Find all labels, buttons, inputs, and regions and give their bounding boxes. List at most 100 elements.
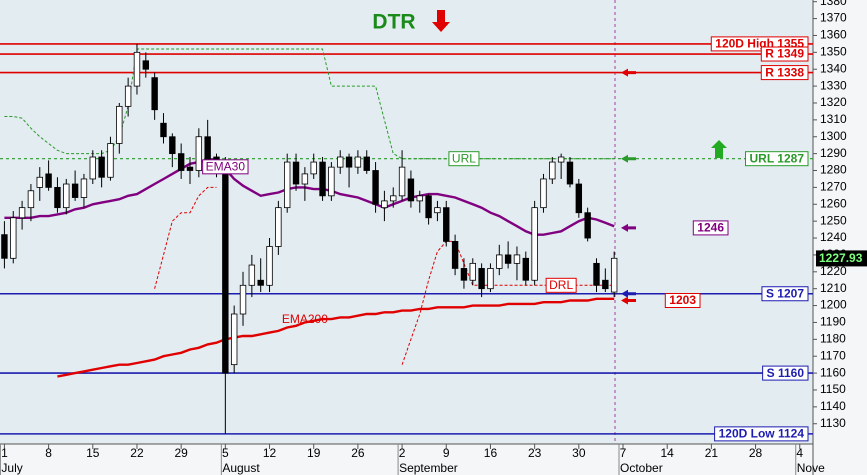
candle-body bbox=[177, 153, 185, 171]
y-tick-label: 1160 bbox=[820, 365, 846, 379]
series-label-box bbox=[448, 151, 480, 167]
level-label-text: 1203 bbox=[669, 293, 696, 307]
level-label-box bbox=[761, 286, 809, 302]
series-line bbox=[4, 157, 615, 236]
y-tick-label: 1340 bbox=[820, 61, 847, 75]
plot-background bbox=[0, 0, 813, 444]
y-tick-label: 1240 bbox=[820, 230, 847, 244]
up-arrow bbox=[711, 140, 727, 158]
level-arrow bbox=[621, 154, 636, 163]
level-label-box bbox=[760, 65, 809, 81]
level-label-text: S 1207 bbox=[766, 286, 804, 300]
x-tick-label: 29 bbox=[174, 446, 188, 460]
y-tick-label: 1330 bbox=[820, 78, 847, 92]
level-label: URL 1287 bbox=[745, 151, 809, 167]
candle-body bbox=[443, 207, 450, 242]
x-tick-label: 19 bbox=[307, 446, 321, 460]
candle-body bbox=[531, 207, 538, 281]
candle-body bbox=[328, 166, 335, 197]
series-line bbox=[57, 297, 615, 378]
candle-body bbox=[239, 284, 247, 315]
candle-body bbox=[18, 207, 26, 219]
candle-body bbox=[310, 161, 317, 175]
level-label-box bbox=[760, 46, 809, 62]
candle-body bbox=[63, 183, 70, 209]
candle-body bbox=[504, 254, 512, 264]
candle-body bbox=[487, 268, 494, 290]
y-tick-label: 1370 bbox=[820, 11, 847, 25]
level-label: R 1338 bbox=[760, 65, 809, 81]
y-tick-label: 1350 bbox=[820, 45, 847, 59]
candle-body bbox=[363, 156, 370, 171]
candle-body bbox=[169, 136, 176, 155]
candle-body bbox=[575, 183, 583, 214]
candle-body bbox=[593, 262, 600, 286]
level-label: S 1160 bbox=[762, 365, 809, 381]
candle-body bbox=[195, 136, 203, 171]
level-label-text: 1246 bbox=[697, 221, 724, 235]
candle-body bbox=[390, 195, 397, 202]
candle-body bbox=[98, 156, 105, 178]
x-tick-label: 15 bbox=[86, 446, 100, 460]
candle-body bbox=[160, 122, 167, 138]
candle-body bbox=[434, 207, 441, 214]
series-label-text: URL bbox=[452, 151, 476, 165]
candle-body bbox=[151, 77, 158, 111]
candle-body bbox=[71, 183, 79, 198]
x-tick-label: 7 bbox=[620, 446, 627, 460]
level-label: 120D Low 1124 bbox=[714, 426, 809, 442]
candle-body bbox=[337, 156, 344, 168]
series-label: EMA30 bbox=[202, 159, 249, 175]
y-tick-label: 1360 bbox=[820, 28, 847, 42]
level-label-text: R 1338 bbox=[765, 65, 804, 79]
y-axis-background bbox=[813, 0, 867, 475]
candle-body bbox=[301, 173, 309, 185]
series-line bbox=[4, 48, 615, 160]
series-label-box bbox=[202, 159, 249, 175]
x-tick-label: 16 bbox=[484, 446, 498, 460]
series-label: DRL bbox=[545, 277, 577, 293]
y-tick-label: 1300 bbox=[820, 129, 847, 143]
x-tick-label: 4 bbox=[796, 446, 803, 460]
candle-body bbox=[319, 161, 326, 197]
y-tick-label: 1270 bbox=[820, 180, 847, 194]
y-tick-label: 1170 bbox=[820, 348, 846, 362]
candles bbox=[1, 43, 618, 434]
candle-body bbox=[1, 234, 8, 259]
candle-body bbox=[186, 166, 194, 171]
candle-body bbox=[80, 178, 88, 198]
candle-body bbox=[540, 178, 547, 209]
y-tick-label: 1220 bbox=[820, 264, 847, 278]
candle-body bbox=[10, 217, 17, 259]
x-tick-label: 12 bbox=[263, 446, 277, 460]
candle-body bbox=[266, 246, 273, 286]
candle-body bbox=[478, 268, 485, 290]
level-label-text: 120D Low 1124 bbox=[719, 427, 805, 441]
candle-body bbox=[398, 166, 406, 197]
candle-body bbox=[89, 156, 96, 180]
y-tick-label: 1150 bbox=[820, 382, 846, 396]
x-tick-label: 23 bbox=[528, 446, 542, 460]
x-tick-label: 28 bbox=[749, 446, 763, 460]
level-label: S 1207 bbox=[761, 286, 809, 302]
candle-body bbox=[45, 173, 52, 188]
y-tick-label: 1140 bbox=[820, 399, 846, 413]
month-label: September bbox=[399, 461, 458, 475]
candle-body bbox=[469, 262, 476, 281]
candle-body bbox=[584, 212, 591, 239]
x-tick-label: 26 bbox=[351, 446, 365, 460]
x-tick-label: 30 bbox=[572, 446, 586, 460]
y-tick-label: 1190 bbox=[820, 315, 846, 329]
y-tick-label: 1380 bbox=[820, 0, 847, 8]
candle-body bbox=[557, 156, 565, 163]
candle-body bbox=[372, 170, 379, 205]
candle-body bbox=[416, 195, 423, 202]
down-arrow bbox=[432, 10, 450, 32]
series-label: EMA200 bbox=[282, 312, 328, 326]
level-label-box bbox=[692, 220, 729, 236]
x-tick-label: 8 bbox=[45, 446, 52, 460]
level-label: 1246 bbox=[692, 220, 729, 236]
y-tick-label: 1290 bbox=[820, 146, 847, 160]
candle-body bbox=[513, 254, 521, 264]
candle-body bbox=[549, 161, 556, 180]
